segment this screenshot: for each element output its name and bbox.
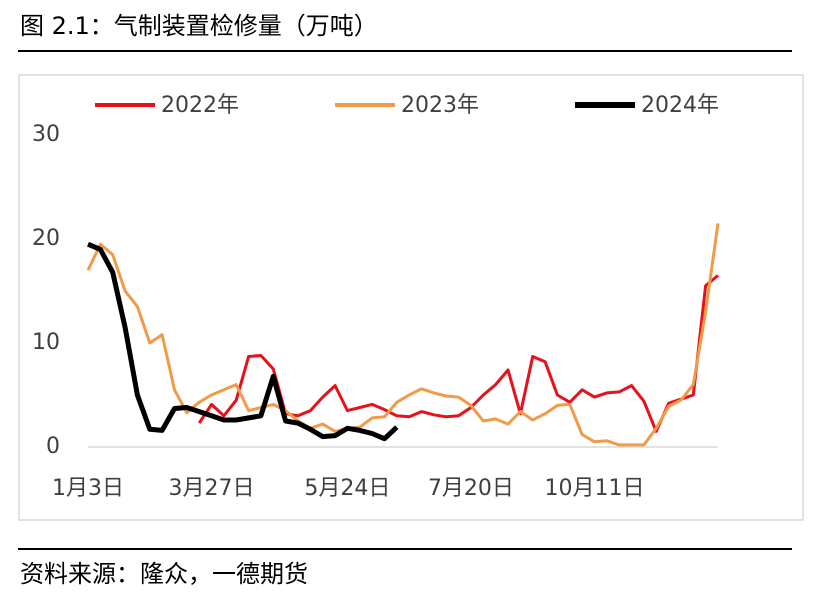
chart-title: 图 2.1：气制装置检修量（万吨） [20,12,378,40]
y-tick-label: 10 [32,330,60,355]
x-tick-label: 7月20日 [428,476,514,501]
source-note: 资料来源：隆众，一德期货 [20,560,308,588]
x-tick-label: 1月3日 [52,476,124,501]
series-line [197,274,719,433]
y-tick-label: 30 [32,122,60,147]
series-line [87,241,399,442]
legend-label: 2023年 [401,93,479,118]
x-tick-label: 5月24日 [304,476,390,501]
legend-label: 2024年 [641,93,719,118]
series-line [86,223,720,447]
chart-frame [18,74,804,521]
x-tick-label: 10月11日 [544,476,644,501]
y-tick-label: 0 [46,434,60,459]
y-tick-label: 20 [32,226,60,251]
legend-label: 2022年 [161,93,239,118]
x-tick-label: 3月27日 [169,476,255,501]
